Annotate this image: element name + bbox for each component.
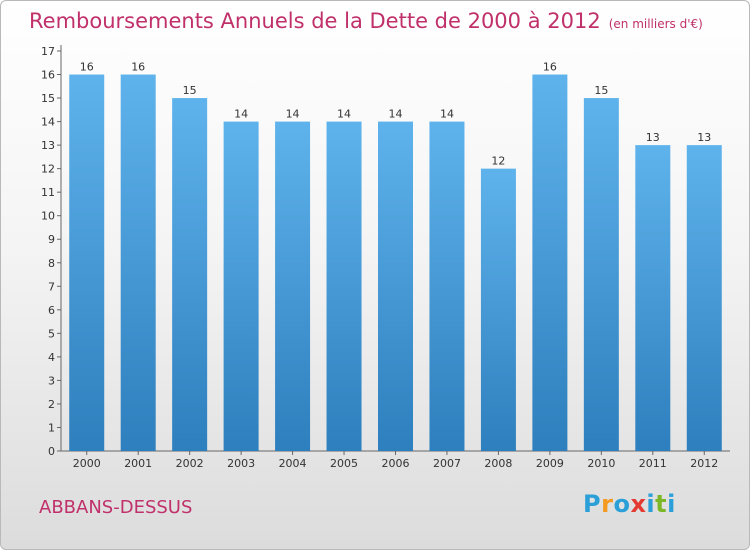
y-tick-label: 6: [48, 304, 55, 317]
y-tick-label: 12: [41, 163, 55, 176]
y-tick-label: 7: [48, 280, 55, 293]
proxiti-logo[interactable]: Proxiti: [583, 490, 676, 518]
logo-letter: x: [630, 490, 647, 518]
x-tick-label: 2001: [124, 457, 152, 470]
bar-value-label: 15: [183, 84, 197, 97]
bar-value-label: 14: [286, 108, 300, 121]
bar-value-label: 15: [594, 84, 608, 97]
y-tick-label: 3: [48, 374, 55, 387]
y-tick-label: 16: [41, 69, 55, 82]
bar: [429, 121, 465, 452]
y-tick-label: 4: [48, 351, 55, 364]
bar: [326, 121, 362, 452]
bar-value-label: 14: [440, 108, 454, 121]
commune-name: ABBANS-DESSUS: [39, 497, 193, 518]
y-tick-label: 0: [48, 445, 55, 458]
logo-letter: i: [667, 490, 676, 518]
bar: [275, 121, 311, 452]
x-tick-label: 2000: [73, 457, 101, 470]
bar: [583, 98, 619, 451]
y-tick-label: 15: [41, 92, 55, 105]
chart-subtitle: (en milliers d'€): [608, 17, 703, 31]
x-tick-label: 2004: [279, 457, 307, 470]
logo-letter: t: [655, 490, 668, 518]
y-tick-label: 5: [48, 327, 55, 340]
y-tick-label: 10: [41, 210, 55, 223]
bar-value-label: 12: [491, 155, 505, 168]
y-tick-label: 13: [41, 139, 55, 152]
chart-bars: 16 16 15 14 14 14 14 14 12 16 15 13 13: [69, 61, 722, 452]
logo-letter: P: [583, 490, 602, 518]
y-tick-label: 9: [48, 233, 55, 246]
x-tick-label: 2008: [484, 457, 512, 470]
bar: [532, 74, 568, 451]
x-tick-label: 2002: [176, 457, 204, 470]
x-tick-label: 2007: [433, 457, 461, 470]
x-tick-label: 2005: [330, 457, 358, 470]
x-tick-label: 2003: [227, 457, 255, 470]
bar: [172, 98, 208, 451]
bar: [69, 74, 105, 451]
logo-letter: o: [613, 490, 631, 518]
bar-value-label: 16: [131, 61, 145, 74]
x-tick-label: 2006: [382, 457, 410, 470]
bar-value-label: 16: [80, 61, 94, 74]
logo-letter: r: [601, 490, 614, 518]
y-tick-label: 11: [41, 186, 55, 199]
chart-title-text: Remboursements Annuels de la Dette de 20…: [29, 9, 601, 33]
chart-title: Remboursements Annuels de la Dette de 20…: [29, 9, 703, 33]
bar-value-label: 13: [646, 131, 660, 144]
bar: [635, 145, 671, 451]
bar-value-label: 16: [543, 61, 557, 74]
bar-value-label: 14: [234, 108, 248, 121]
x-tick-label: 2012: [690, 457, 718, 470]
bar: [686, 145, 722, 451]
bar-value-label: 14: [389, 108, 403, 121]
y-tick-label: 14: [41, 116, 55, 129]
logo-letter: i: [646, 490, 656, 518]
bar: [120, 74, 156, 451]
y-tick-label: 17: [41, 45, 55, 58]
bar-value-label: 14: [337, 108, 351, 121]
bar: [223, 121, 259, 452]
bar-value-label: 13: [697, 131, 711, 144]
y-tick-label: 1: [48, 421, 55, 434]
x-tick-label: 2011: [639, 457, 667, 470]
bar: [378, 121, 413, 452]
y-tick-label: 2: [48, 398, 55, 411]
y-tick-label: 8: [48, 257, 55, 270]
bar: [480, 168, 516, 451]
x-tick-label: 2010: [587, 457, 615, 470]
x-tick-label: 2009: [536, 457, 564, 470]
